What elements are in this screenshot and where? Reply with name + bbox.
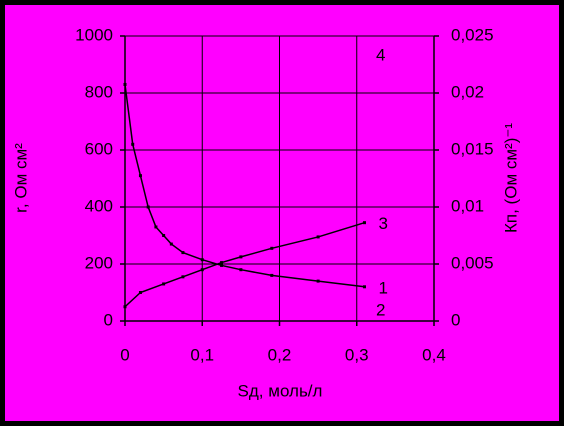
- y2-axis-label: Кп, (Ом см²)⁻¹: [501, 123, 520, 233]
- x-tick-label: 0: [120, 345, 129, 364]
- point: [138, 174, 142, 178]
- y2-tick-label: 0,01: [451, 196, 484, 215]
- y-tick-label: 0: [104, 310, 113, 329]
- y2-tick-label: 0,02: [451, 82, 484, 101]
- x-tick-label: 0,2: [268, 345, 292, 364]
- point: [162, 282, 166, 286]
- line: [124, 221, 365, 308]
- point: [270, 273, 274, 277]
- y2-tick-label: 0,005: [451, 253, 494, 272]
- series-label: 1: [378, 278, 387, 297]
- y-tick-label: 400: [85, 196, 113, 215]
- y-tick-label: 600: [85, 139, 113, 158]
- y-tick-label: 200: [85, 253, 113, 272]
- point: [270, 246, 274, 250]
- point: [131, 142, 135, 146]
- y2-tick-label: 0: [451, 310, 460, 329]
- point: [146, 205, 150, 209]
- point: [316, 235, 320, 239]
- y-tick-label: 1000: [75, 25, 113, 44]
- point: [181, 251, 185, 255]
- y-tick-label: 800: [85, 82, 113, 101]
- point: [239, 268, 243, 272]
- y2-tick-label: 0,025: [451, 25, 494, 44]
- point: [181, 275, 185, 279]
- point: [316, 279, 320, 283]
- x-axis-label: Sд, моль/л: [238, 381, 323, 400]
- y-axis-label: r, Ом см²: [11, 143, 30, 213]
- x-tick-label: 0,1: [190, 345, 214, 364]
- point: [220, 263, 224, 267]
- point: [162, 234, 166, 237]
- point: [169, 242, 173, 246]
- x-tick-label: 0,4: [422, 345, 446, 364]
- line: [124, 84, 365, 288]
- series-label: 3: [378, 214, 387, 233]
- point: [123, 305, 127, 309]
- point: [200, 258, 204, 262]
- chart-background: [5, 5, 559, 421]
- y2-tick-label: 0,015: [451, 139, 494, 158]
- point: [123, 82, 127, 86]
- annotation: 4: [376, 45, 385, 64]
- point: [239, 255, 243, 259]
- point: [138, 291, 142, 294]
- point: [362, 221, 366, 225]
- annotation: 2: [376, 300, 385, 319]
- point: [154, 225, 158, 229]
- x-tick-label: 0,3: [345, 345, 369, 364]
- point: [220, 261, 224, 265]
- point: [200, 268, 204, 272]
- point: [362, 285, 366, 289]
